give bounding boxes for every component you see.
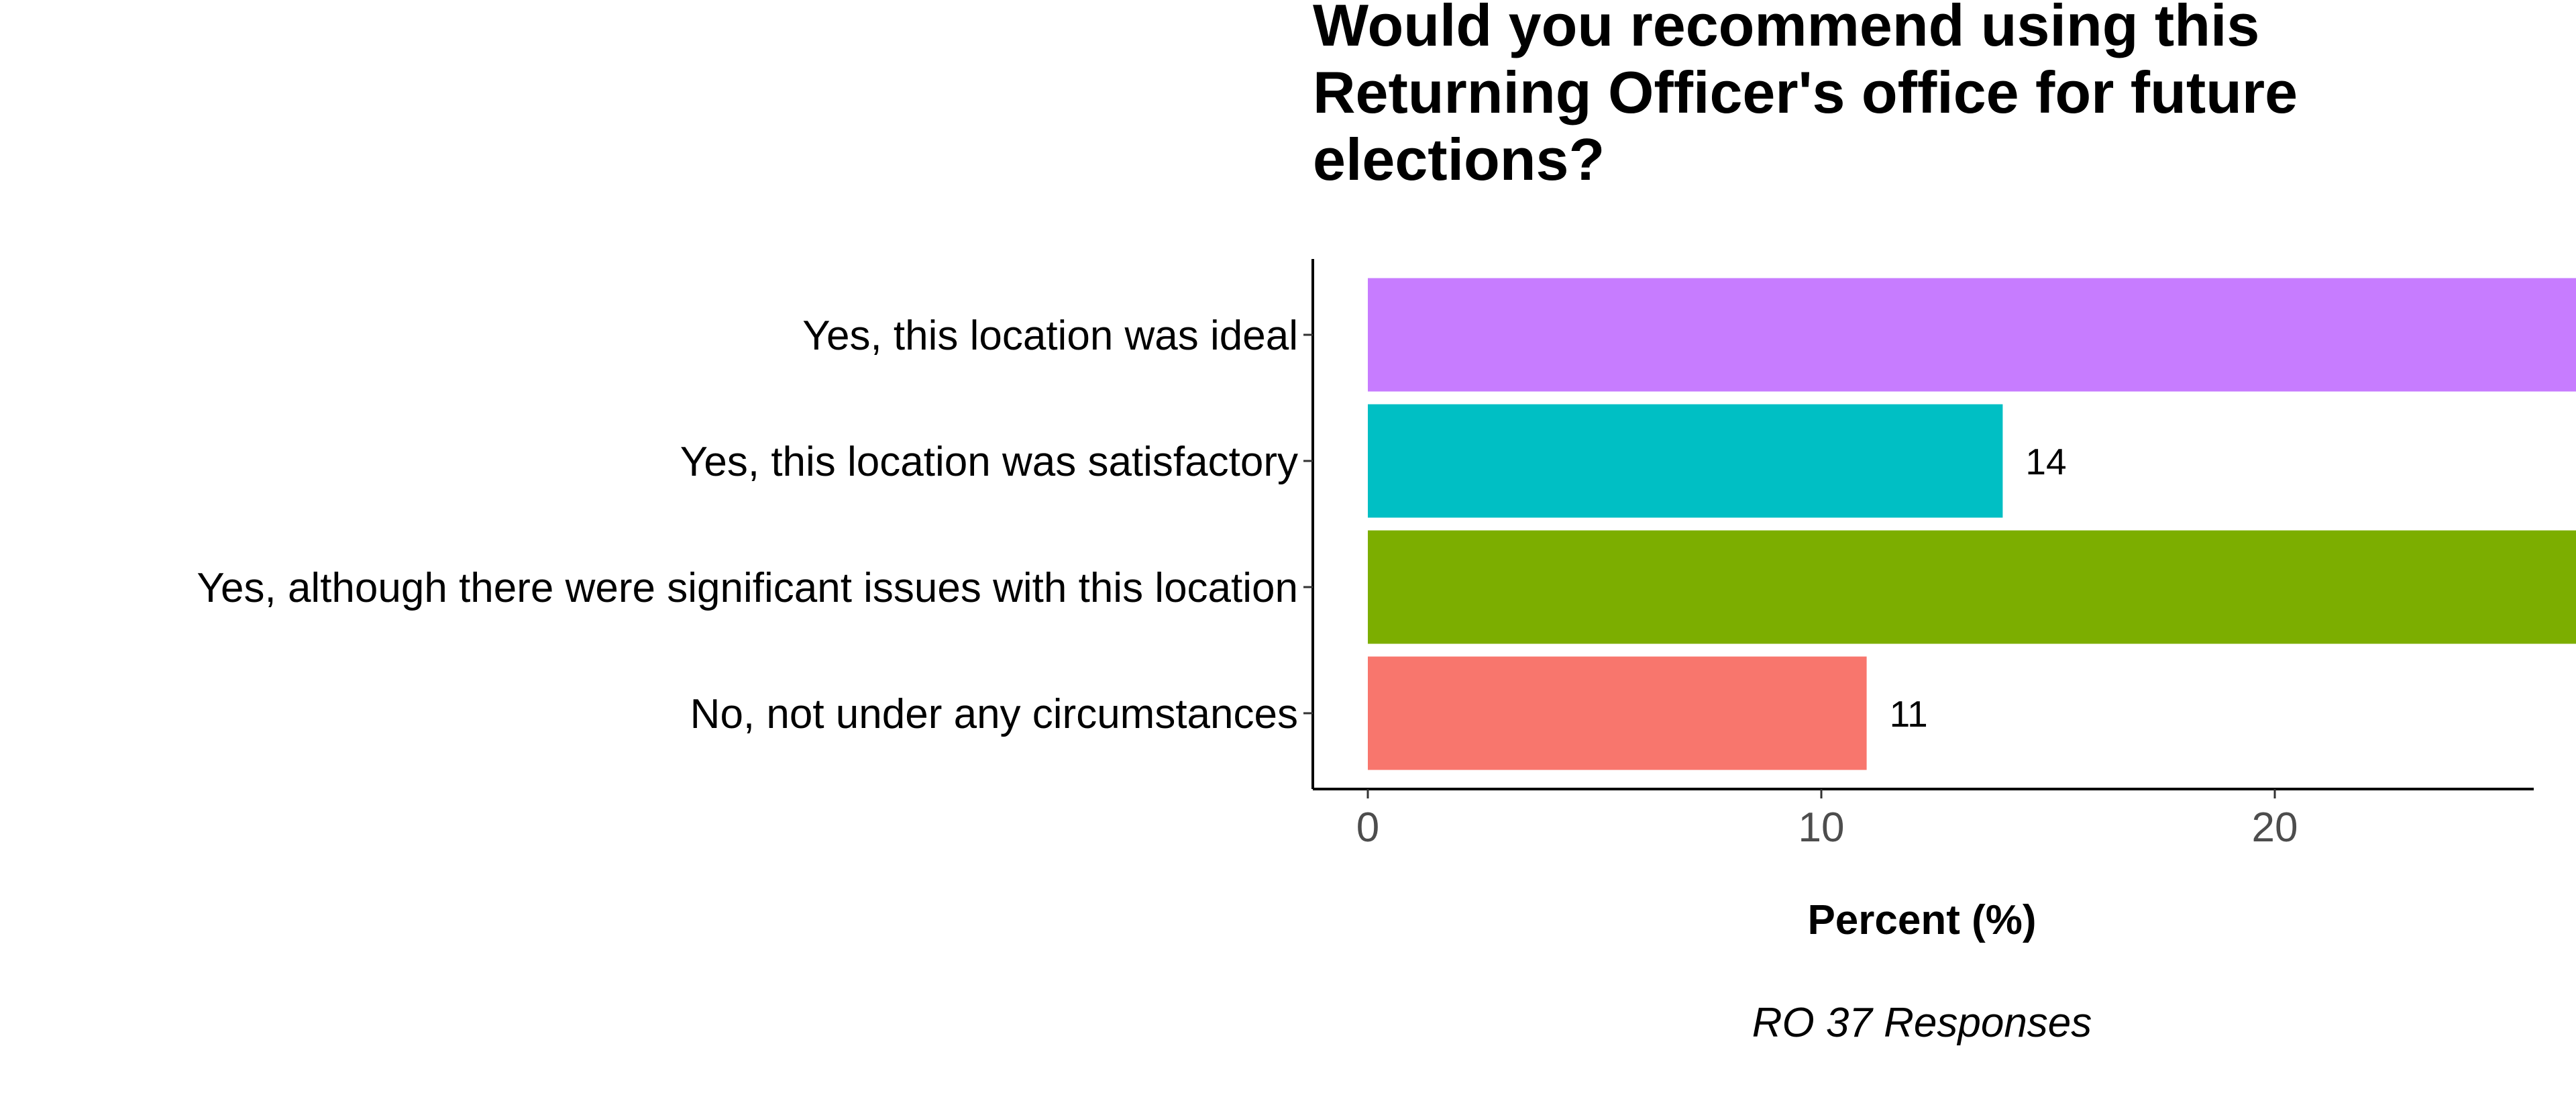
bar <box>1368 404 2003 518</box>
chart-title-line-3: elections? <box>1313 126 1605 193</box>
category-label: No, not under any circumstances <box>690 691 1298 737</box>
chart-title-line-1: Would you recommend using this <box>1313 0 2259 58</box>
bar <box>1368 530 2576 644</box>
chart-caption: RO 37 Responses <box>1752 1000 2092 1046</box>
bar <box>1368 656 1867 770</box>
chart-title-line-2: Returning Officer's office for future <box>1313 59 2298 125</box>
chart-title: Would you recommend using this Returning… <box>1313 0 2298 193</box>
bar <box>1368 278 2576 392</box>
x-tick-label: 0 <box>1356 804 1379 851</box>
bar-value-label: 14 <box>2025 441 2066 482</box>
x-axis-title: Percent (%) <box>1807 897 2036 943</box>
category-label: Yes, this location was satisfactory <box>680 439 1298 485</box>
category-label: Yes, this location was ideal <box>802 313 1298 359</box>
plot-area: 01020304050Yes, this location was ideal4… <box>197 259 2576 851</box>
x-tick-label: 10 <box>1799 804 1845 851</box>
bar-value-label: 11 <box>1890 693 1928 735</box>
category-label: Yes, although there were significant iss… <box>197 565 1298 611</box>
x-tick-label: 20 <box>2252 804 2298 851</box>
